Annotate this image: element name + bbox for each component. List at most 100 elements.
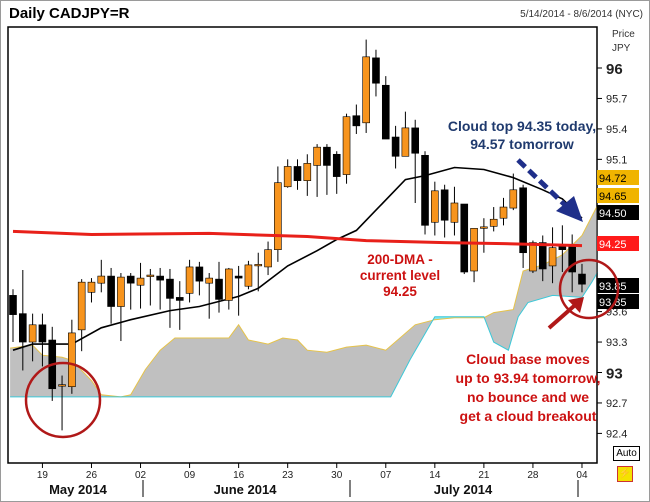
candle-up (480, 226, 488, 229)
chart-title: Daily CADJPY=R (9, 5, 130, 22)
candle-down (234, 275, 243, 279)
candle-down (538, 242, 547, 270)
x-tick-label: 21 (478, 470, 490, 481)
candle-up (28, 324, 37, 343)
candle-down (126, 275, 135, 284)
candle-down (440, 189, 449, 221)
auto-scale-button[interactable]: Auto (613, 446, 640, 461)
annotation-cloud-top: 94.57 tomorrow (470, 136, 574, 152)
candle-up (342, 116, 351, 175)
annotation-cloud-base: up to 93.94 tomorrow, (456, 370, 601, 386)
candle-up (146, 274, 155, 277)
y-tick-label: 95.4 (606, 124, 627, 136)
x-tick-label: 14 (429, 470, 441, 481)
candle-down (156, 275, 164, 281)
candle-down (195, 266, 204, 282)
candle-up (470, 228, 478, 272)
y-tick-label: 95.1 (606, 154, 627, 166)
price-tag-label: 94.65 (599, 191, 627, 203)
candle-up (499, 206, 508, 219)
price-tag (597, 170, 639, 185)
candle-up (274, 182, 282, 250)
candle-down (411, 127, 420, 154)
candle-up (431, 190, 439, 223)
y-tick-label: 92.4 (606, 428, 627, 440)
candle-up (509, 189, 518, 209)
candle-up (529, 242, 537, 272)
x-tick-label: 23 (282, 470, 294, 481)
candle-down (332, 153, 341, 177)
candle-up (87, 281, 96, 293)
candle-up (77, 281, 86, 331)
price-tag (597, 294, 639, 309)
candle-down (175, 297, 184, 301)
candle-up (401, 127, 410, 157)
arrow-line (547, 304, 576, 330)
candle-down (372, 57, 380, 84)
settings-icon[interactable]: ⚡ (617, 466, 633, 482)
candle-down (519, 187, 527, 254)
candle-up (548, 247, 557, 267)
x-tick-label: 07 (380, 470, 392, 481)
candle-up (303, 163, 312, 181)
candle-down (166, 278, 174, 299)
price-tag (597, 205, 639, 220)
candle-down (578, 273, 586, 285)
candle-up (450, 202, 459, 223)
candle-down (323, 146, 331, 166)
candle-down (381, 84, 390, 140)
candle-up (254, 264, 263, 267)
candle-down (293, 166, 302, 181)
candle-up (185, 266, 194, 294)
candle-down (460, 203, 469, 273)
candle-up (58, 384, 66, 387)
date-range: 5/14/2014 - 8/6/2014 (NYC) (520, 9, 643, 20)
highlight-circle (24, 361, 102, 439)
month-label: May 2014 (49, 482, 108, 497)
y-tick-label: 96 (606, 61, 623, 78)
x-tick-label: 30 (331, 470, 343, 481)
arrow-head-icon (556, 196, 583, 222)
price-tag-label: 94.25 (599, 239, 627, 251)
candle-up (313, 146, 321, 166)
price-tag (597, 236, 639, 251)
candle-down (38, 324, 47, 343)
month-label: June 2014 (214, 482, 278, 497)
candle-up (97, 275, 106, 284)
annotation-cloud-base: no bounce and we (467, 389, 589, 405)
candle-up (283, 166, 292, 188)
annotation-dma: 200-DMA - (367, 252, 433, 267)
candle-up (244, 264, 253, 287)
x-tick-label: 19 (37, 470, 49, 481)
candle-down (352, 115, 361, 127)
annotation-cloud-base: Cloud base moves (466, 351, 590, 367)
candle-down (215, 278, 223, 300)
annotation-dma: 94.25 (383, 284, 417, 299)
y-tick-label: 93.3 (606, 337, 627, 349)
x-tick-label: 28 (527, 470, 539, 481)
candle-up (205, 277, 213, 284)
currency-label: JPY (612, 43, 631, 54)
x-tick-label: 16 (233, 470, 245, 481)
x-tick-label: 04 (576, 470, 588, 481)
price-tag-label: 94.50 (599, 208, 627, 220)
price-tag-label: 94.72 (599, 173, 627, 185)
annotation-cloud-top: Cloud top 94.35 today, (448, 118, 596, 134)
y-tick-label: 95.7 (606, 93, 627, 105)
y-tick-label: 93 (606, 366, 623, 383)
highlight-circle (558, 258, 620, 320)
month-label: July 2014 (434, 482, 493, 497)
arrow-head-icon (568, 297, 584, 313)
price-label: Price (612, 29, 635, 40)
price-tag (597, 188, 639, 203)
moving-average-line (12, 166, 583, 351)
candle-up (264, 249, 272, 268)
arrow-dashed (516, 158, 567, 207)
dma200-line (12, 229, 583, 248)
price-tag-label: 93.85 (599, 297, 627, 309)
candle-down (391, 136, 400, 157)
y-tick-label: 92.7 (606, 398, 627, 410)
x-tick-label: 09 (184, 470, 196, 481)
candle-up (117, 276, 125, 307)
